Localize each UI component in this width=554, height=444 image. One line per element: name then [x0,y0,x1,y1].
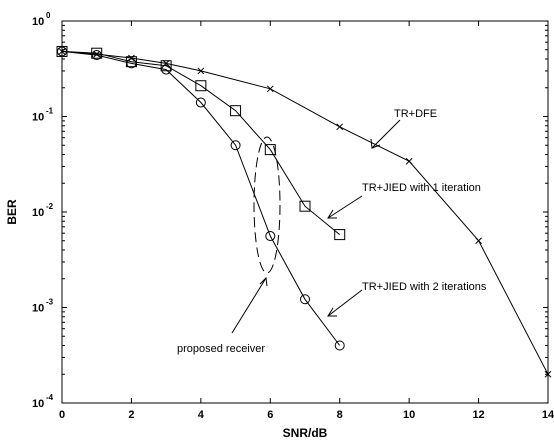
arrowhead-1-iteration [327,209,337,219]
y-tick-exponent: -1 [46,107,54,116]
x-tick-label: 4 [198,409,205,421]
data-point-x-stroke [544,370,552,378]
data-point-x-stroke [405,157,413,165]
data-point-x [93,50,101,58]
series-line-0 [61,50,549,375]
annotation-group [231,119,401,334]
arrowhead-proposed-receiver [259,276,268,287]
annotation-2-iterations: TR+JIED with 2 iterations [362,281,487,293]
data-point-x [405,157,413,165]
data-point-square [264,144,276,156]
data-point-circle [300,294,310,305]
data-point-circle [161,64,172,75]
data-point-square [334,229,346,241]
series-line-2 [61,50,341,346]
data-point-x-stroke [197,67,205,75]
data-point-square [160,60,172,72]
y-axis-title: BER [5,199,19,225]
data-point-x [544,370,552,378]
data-point-x-stroke [475,237,482,245]
y-tick-label: 10 [32,303,44,315]
x-tick-label: 2 [128,409,134,421]
y-tick-label: 10 [32,112,44,124]
y-tick-label: 10 [32,16,44,28]
arrowhead-tr-dfe [370,138,381,149]
data-point-x-stroke [93,50,101,58]
y-tick-label: 10 [32,398,44,410]
data-point-x [336,123,344,131]
data-point-square [195,80,207,92]
data-point-circle [230,140,241,151]
data-point-circle [57,46,67,57]
y-tick-exponent: -2 [46,202,54,211]
data-point-x-stroke [266,85,274,93]
data-point-x [475,237,482,245]
annotation-tr-dfe: TR+DFE [394,108,437,120]
data-point-circle [265,231,276,242]
x-tick-label: 0 [59,409,65,421]
data-point-x [197,67,205,75]
x-tick-label: 12 [472,409,484,421]
annotation-1-iteration: TR+JIED with 1 iteration [362,182,481,194]
data-point-circle [334,340,345,351]
x-tick-label: 10 [403,409,415,421]
plot-area [61,20,549,404]
y-tick-exponent: -4 [46,393,54,402]
y-tick-exponent: 0 [46,11,51,20]
data-point-square [299,200,311,212]
arrow-proposed-receiver [231,277,267,334]
data-point-x-stroke [128,54,135,62]
proposed-receiver-ellipse [253,136,281,274]
arrow-1-iteration [327,195,363,219]
x-axis-title: SNR/dB [283,426,328,440]
data-point-x-stroke [336,123,344,131]
data-point-circle [126,58,137,69]
x-tick-label: 14 [542,409,554,421]
arrow-tr-dfe [371,119,401,149]
y-tick-label: 10 [32,207,44,219]
data-point-square [230,105,242,117]
data-point-circle [195,97,206,108]
annotation-proposed-receiver: proposed receiver [177,343,265,355]
data-point-square [91,47,103,59]
y-tick-exponent: -3 [46,298,54,307]
data-point-square [125,56,137,68]
x-tick-label: 8 [337,409,343,421]
series-line-1 [61,50,341,235]
data-point-x [128,54,135,62]
data-point-circle [91,50,102,61]
x-tick-label: 6 [267,409,273,421]
arrowhead-2-iterations [327,307,337,317]
data-point-x [266,85,274,93]
arrow-2-iterations [327,289,363,317]
